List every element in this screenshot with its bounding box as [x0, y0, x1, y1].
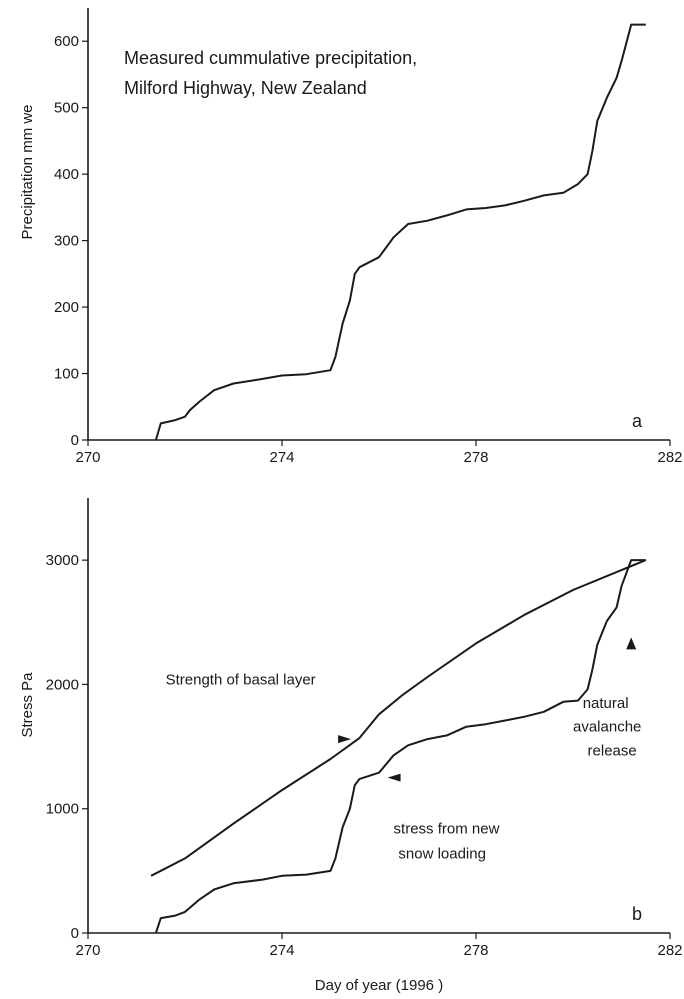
- y-tick-label: 2000: [46, 676, 79, 693]
- panel-a-precipitation: 270 274 278 282 0 100 200 300 400 500 600 Measured…: [19, 8, 683, 466]
- series-line-1: [150, 559, 647, 877]
- y-tick-label: 200: [54, 299, 79, 316]
- panel-a-y-axis-title: Precipitation mm we: [19, 104, 36, 239]
- panel-a-title-line-2: Milford Highway, New Zealand: [124, 78, 367, 98]
- annotation-label: natural: [583, 695, 629, 712]
- y-tick-label: 3000: [46, 552, 79, 569]
- x-tick-label: 282: [657, 449, 682, 466]
- x-tick-label: 282: [657, 942, 682, 959]
- y-tick-label: 0: [71, 432, 79, 449]
- panel-b-markers: [338, 637, 637, 782]
- panel-b-x-axis-title: Day of year (1996 ): [315, 977, 443, 994]
- arrowhead-marker: [338, 735, 352, 744]
- panel-a-axes: [87, 8, 670, 441]
- y-tick-label: 100: [54, 366, 79, 383]
- panel-a-letter: a: [632, 411, 643, 431]
- y-tick-label: 1000: [46, 801, 79, 818]
- arrowhead-marker: [626, 637, 637, 650]
- x-tick-label: 278: [463, 942, 488, 959]
- panel-a-title-line-1: Measured cummulative precipitation,: [124, 48, 417, 68]
- panel-a-series: [154, 23, 646, 441]
- series-line-2: [154, 559, 646, 934]
- arrowhead-marker: [387, 773, 401, 782]
- panel-b-ticks: 270 274 278 282 0 1000 2000 3000: [46, 552, 683, 959]
- series-line-1: [154, 23, 646, 441]
- y-tick-label: 300: [54, 233, 79, 250]
- panel-b-y-axis-title: Stress Pa: [19, 672, 36, 738]
- x-tick-label: 278: [463, 449, 488, 466]
- y-tick-label: 600: [54, 33, 79, 50]
- panel-b-annotations: Strength of basal layer natural avalanche r…: [166, 671, 642, 862]
- x-tick-label: 274: [269, 449, 294, 466]
- annotation-label: snow loading: [398, 845, 486, 862]
- x-tick-label: 274: [269, 942, 294, 959]
- panel-b-series: [150, 559, 647, 934]
- y-tick-label: 500: [54, 100, 79, 117]
- annotation-label: release: [588, 742, 637, 759]
- annotation-label: stress from new: [394, 821, 500, 838]
- y-tick-label: 400: [54, 166, 79, 183]
- y-tick-label: 0: [71, 925, 79, 942]
- annotation-label: Strength of basal layer: [166, 671, 316, 688]
- panel-b-stress: 270 274 278 282 0 1000 2000 3000 Strength of ba…: [19, 498, 683, 994]
- annotation-label: avalanche: [573, 719, 641, 736]
- panel-a-ticks: 270 274 278 282 0 100 200 300 400 500 600: [54, 33, 683, 466]
- x-tick-label: 270: [75, 942, 100, 959]
- panel-b-axes: [87, 498, 670, 934]
- x-tick-label: 270: [75, 449, 100, 466]
- panel-b-letter: b: [632, 904, 642, 924]
